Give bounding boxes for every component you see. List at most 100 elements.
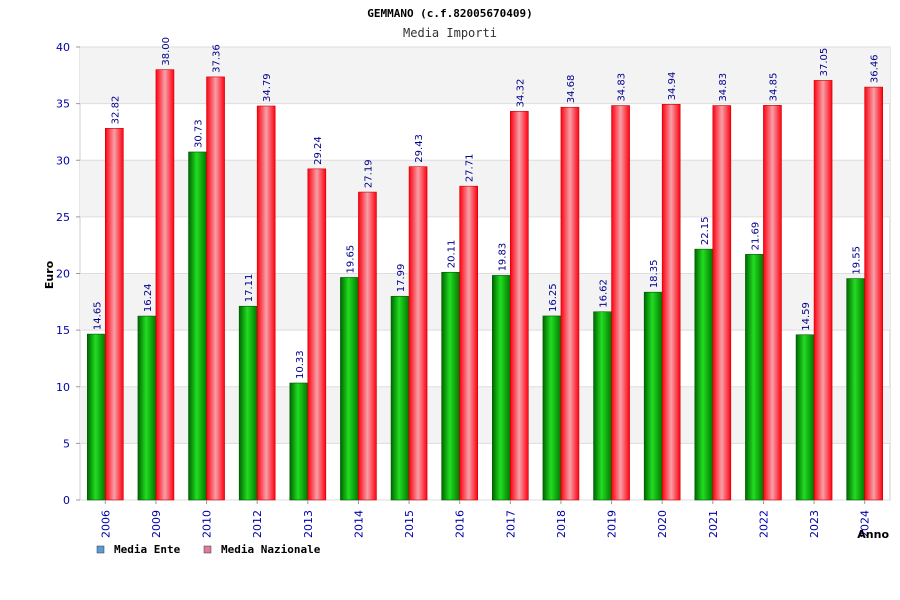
bar-label-media-ente: 19.83: [497, 243, 508, 272]
bar-media-ente: [492, 275, 511, 501]
x-tick-label: 2023: [808, 510, 821, 538]
x-tick-label: 2015: [403, 510, 416, 538]
bar-label-media-ente: 16.62: [599, 279, 610, 308]
bar-label-media-ente: 21.69: [750, 222, 761, 251]
bar-media-ente: [137, 315, 157, 501]
bar-media-nazionale: [712, 105, 732, 501]
y-tick-label: 10: [56, 381, 70, 394]
y-tick-label: 30: [56, 154, 70, 167]
bar-label-media-ente: 22.15: [700, 217, 711, 246]
x-tick-label: 2018: [555, 510, 568, 538]
bar-media-ente: [188, 151, 207, 501]
y-axis-label: Euro: [43, 260, 56, 289]
x-tick-label: 2012: [251, 510, 264, 538]
bar-label-media-ente: 17.11: [244, 274, 255, 303]
bar-media-nazionale: [864, 86, 883, 501]
bar-label-media-nazionale: 27.19: [363, 159, 374, 188]
y-tick-label: 20: [56, 268, 70, 281]
x-tick-label: 2022: [757, 510, 770, 538]
bar-label-media-nazionale: 37.05: [819, 48, 830, 77]
bar-label-media-nazionale: 34.79: [262, 73, 273, 102]
bar-label-media-ente: 16.25: [548, 283, 559, 312]
legend-label-nazionale: Media Nazionale: [221, 543, 321, 556]
bar-label-media-nazionale: 34.32: [515, 79, 526, 108]
y-tick-label: 40: [56, 41, 70, 54]
bar-media-ente: [795, 334, 815, 501]
x-axis-ticks: 2006 2009 2010 2012 2013 2014 2015 2016 2017 2018…: [99, 500, 872, 538]
chart-title: GEMMANO (c.f.82005670409): [367, 7, 533, 20]
x-tick-label: 2021: [707, 510, 720, 538]
x-tick-label: 2009: [150, 510, 163, 538]
bar-media-ente: [593, 311, 612, 501]
bar-media-ente: [745, 254, 764, 501]
bar-label-media-ente: 20.11: [447, 240, 458, 269]
x-tick-label: 2014: [352, 510, 365, 538]
bar-media-nazionale: [763, 105, 782, 501]
bar-label-media-nazionale: 29.43: [414, 134, 425, 163]
bar-media-ente: [87, 333, 106, 501]
bar-media-ente: [542, 315, 562, 501]
legend-label-ente: Media Ente: [114, 543, 181, 556]
bar-label-media-ente: 18.35: [649, 260, 660, 289]
bar-media-ente: [390, 295, 410, 501]
x-tick-label: 2019: [606, 510, 619, 538]
chart-subtitle: Media Importi: [403, 26, 497, 40]
bar-media-ente: [238, 305, 258, 501]
bar-label-media-nazionale: 34.83: [718, 73, 729, 102]
bar-label-media-ente: 10.33: [295, 350, 306, 379]
bar-media-nazionale: [560, 106, 580, 501]
y-tick-label: 15: [56, 324, 70, 337]
bar-media-nazionale: [105, 128, 124, 501]
bar-media-ente: [694, 248, 714, 501]
bar-label-media-nazionale: 34.85: [768, 73, 779, 102]
bar-media-nazionale: [459, 185, 478, 501]
bar-labels: 14.65 32.82 16.24 38.00 30.73 37.36 17.11 34.79…: [92, 37, 880, 379]
bar-media-nazionale: [155, 69, 175, 501]
bar-label-media-nazionale: 34.68: [566, 75, 577, 104]
x-tick-label: 2013: [302, 510, 315, 538]
x-tick-label: 2024: [859, 510, 872, 538]
bar-media-nazionale: [813, 80, 833, 501]
bar-media-ente: [643, 291, 663, 501]
y-axis-ticks: 0 5 10 15 20 25 30 35 40: [56, 41, 80, 507]
x-tick-label: 2017: [504, 510, 517, 538]
bar-media-nazionale: [206, 76, 225, 501]
bar-media-nazionale: [611, 105, 630, 501]
bar-label-media-nazionale: 34.83: [617, 73, 628, 102]
bars: [87, 69, 883, 501]
bar-label-media-ente: 30.73: [194, 119, 205, 148]
x-tick-label: 2010: [201, 510, 214, 538]
bar-label-media-ente: 14.65: [92, 301, 103, 330]
bar-label-media-nazionale: 27.71: [465, 154, 476, 183]
x-tick-label: 2020: [656, 510, 669, 538]
bar-media-ente: [846, 278, 865, 501]
y-tick-label: 0: [63, 494, 70, 507]
bar-media-nazionale: [256, 105, 276, 501]
legend-swatch-ente: [96, 545, 105, 554]
bar-label-media-nazionale: 38.00: [161, 37, 172, 66]
y-tick-label: 25: [56, 211, 70, 224]
bar-media-ente: [289, 382, 309, 501]
bar-label-media-nazionale: 32.82: [110, 96, 121, 125]
bar-label-media-nazionale: 37.36: [212, 44, 223, 73]
bar-media-ente: [441, 271, 460, 501]
bar-label-media-ente: 16.24: [143, 283, 154, 312]
bar-label-media-nazionale: 36.46: [870, 54, 881, 83]
x-tick-label: 2016: [454, 510, 467, 538]
bar-media-nazionale: [408, 166, 428, 501]
x-axis-label: Anno: [857, 528, 889, 541]
bar-media-nazionale: [510, 111, 529, 501]
bar-label-media-nazionale: 34.94: [667, 72, 678, 101]
bar-media-nazionale: [307, 168, 327, 501]
y-tick-label: 5: [63, 437, 70, 450]
bar-label-media-ente: 19.65: [345, 245, 356, 274]
bar-media-nazionale: [358, 191, 377, 501]
bar-media-ente: [340, 277, 359, 501]
bar-label-media-ente: 19.55: [852, 246, 863, 275]
bar-label-media-ente: 14.59: [801, 302, 812, 331]
bar-media-nazionale: [661, 104, 681, 501]
x-tick-label: 2006: [99, 510, 112, 538]
bar-label-media-nazionale: 29.24: [313, 136, 324, 165]
bar-label-media-ente: 17.99: [396, 264, 407, 293]
